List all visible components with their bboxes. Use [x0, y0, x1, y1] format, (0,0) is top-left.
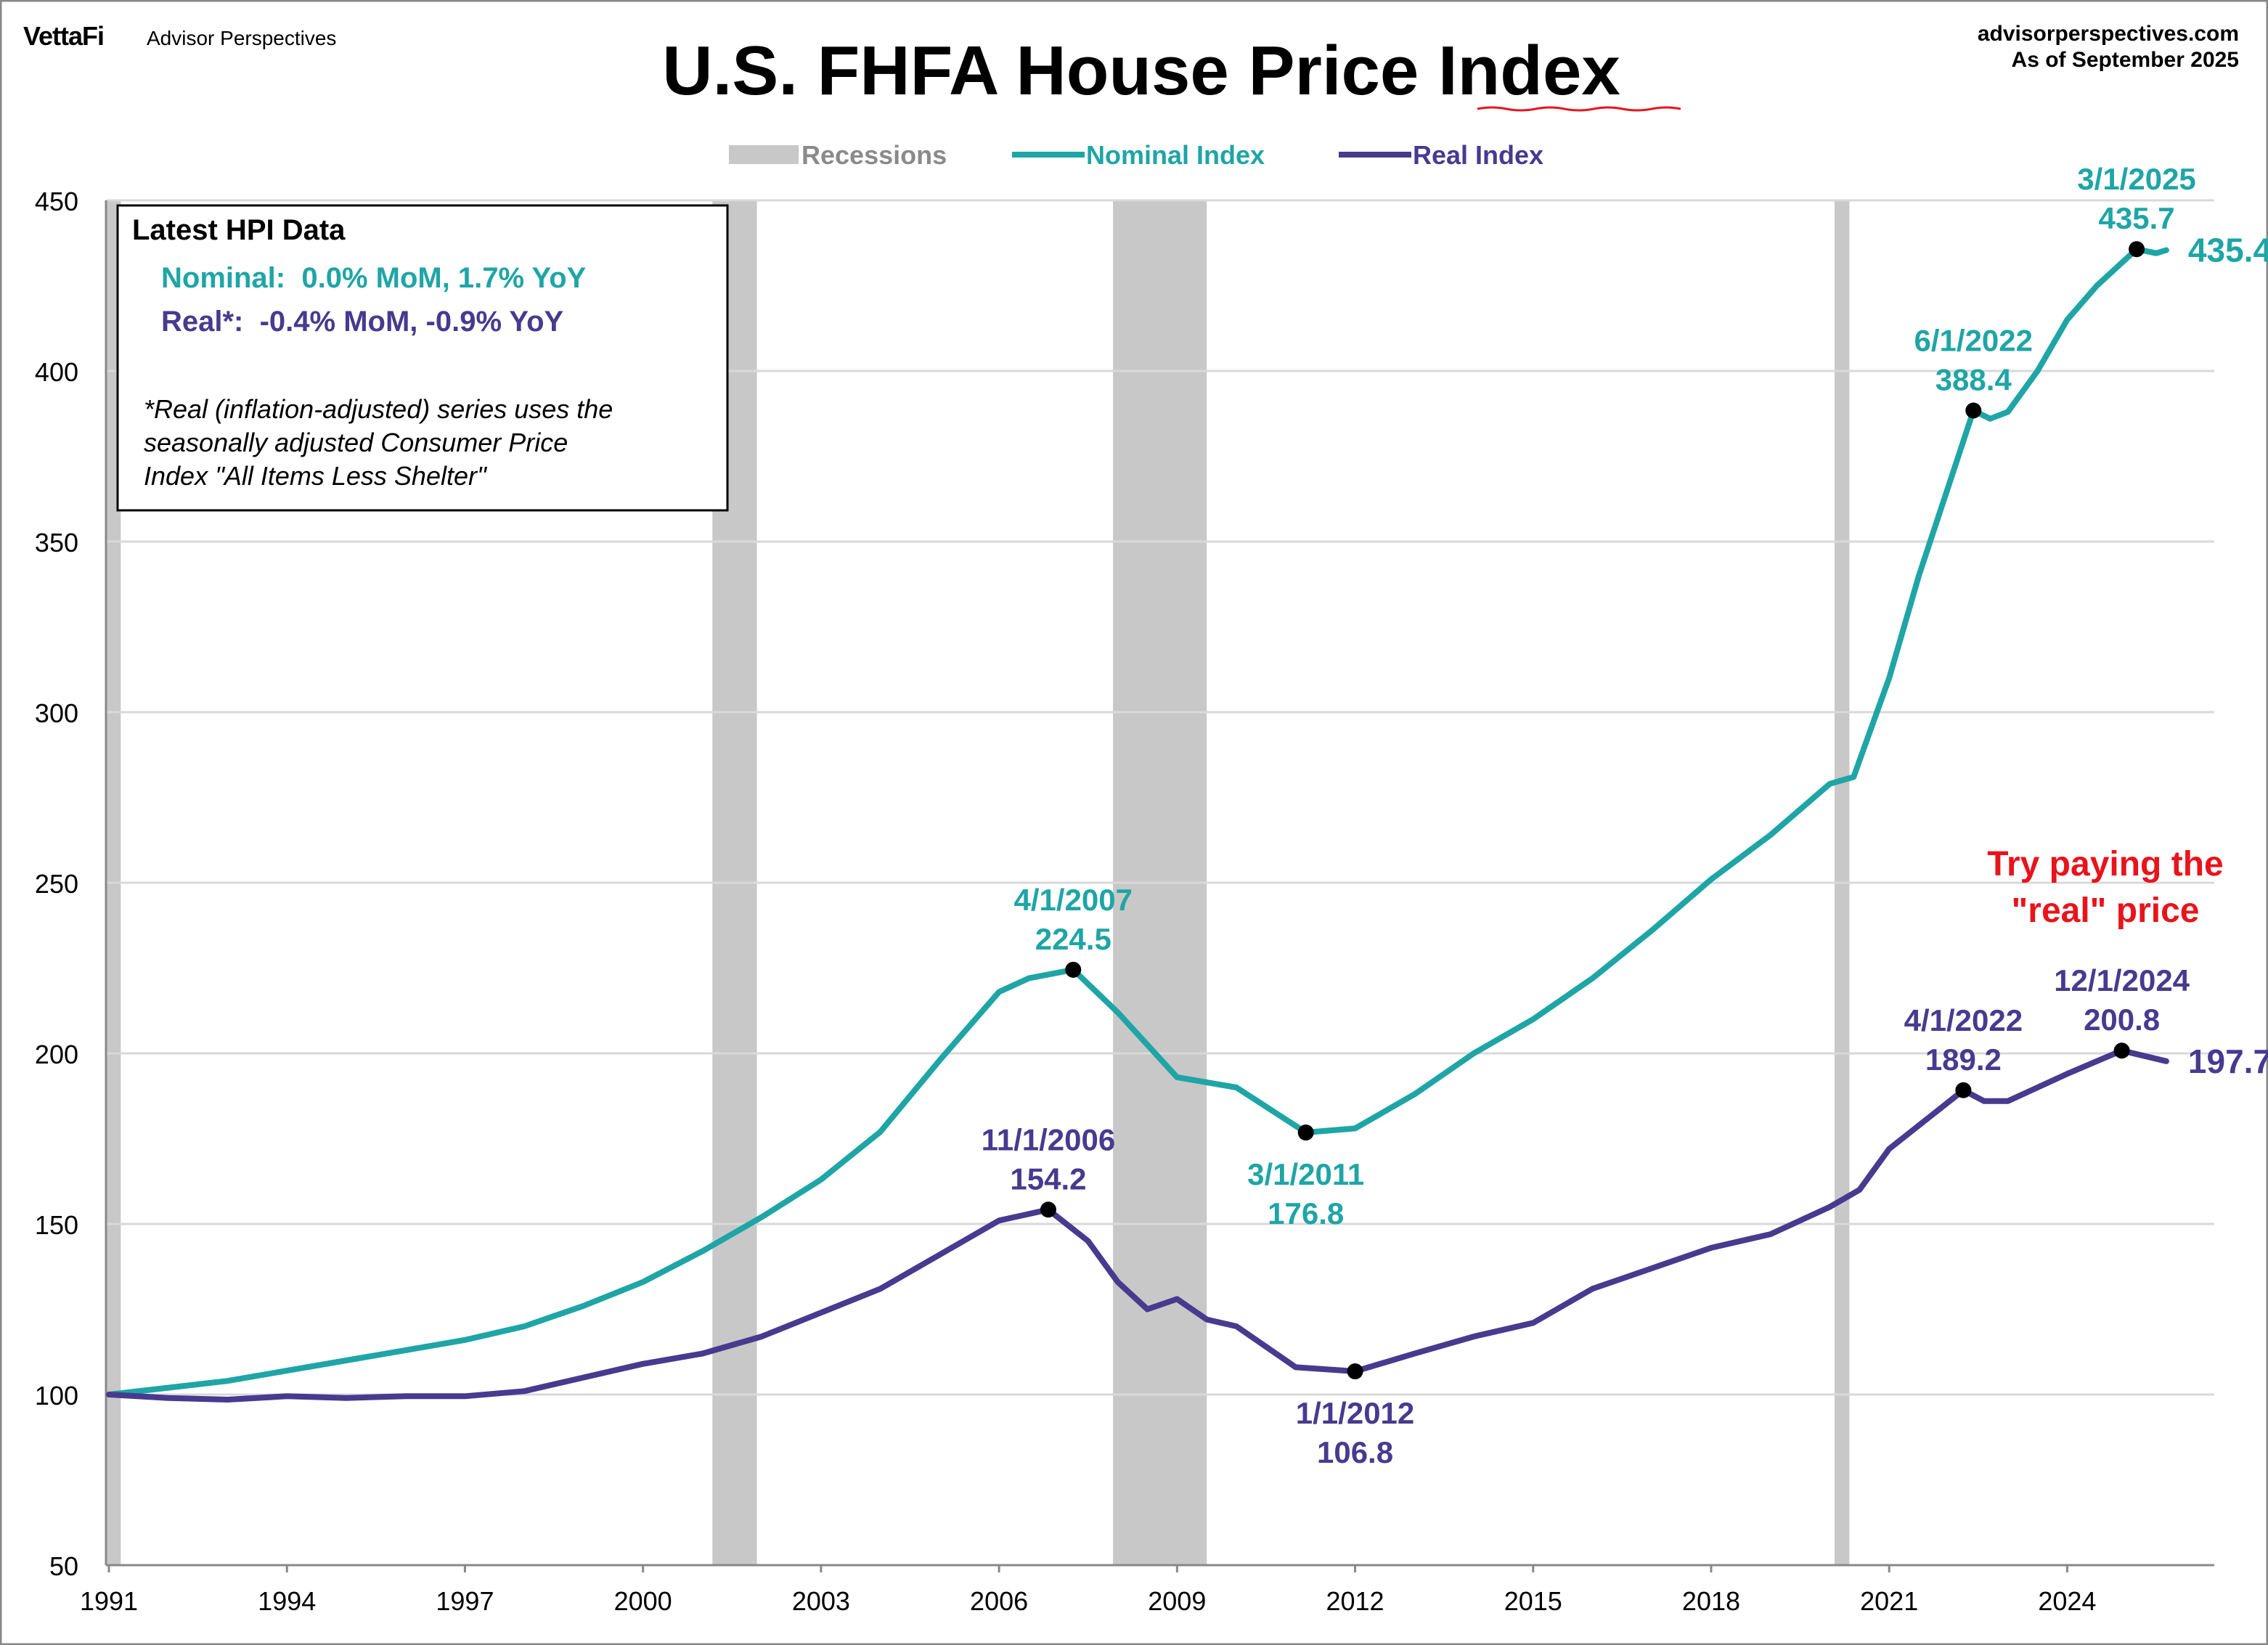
peak-marker [1065, 961, 1082, 978]
info-box: Latest HPI Data Nominal: 0.0% MoM, 1.7% … [116, 204, 729, 512]
y-tick-label: 400 [35, 357, 78, 387]
y-tick-label: 150 [35, 1210, 78, 1240]
y-tick-label: 50 [49, 1551, 78, 1581]
site-url: advisorperspectives.com [1978, 22, 2239, 46]
annotation-date: 3/1/2025 [2077, 162, 2196, 196]
real-index-line [106, 1048, 2169, 1403]
annotation-date: 12/1/2024 [2054, 963, 2190, 997]
chart-title: U.S. FHFA House Price Index [662, 32, 1620, 110]
annotation-date: 11/1/2006 [982, 1122, 1116, 1156]
y-tick-label: 350 [35, 528, 78, 558]
annotation-value: 388.4 [1935, 363, 2012, 397]
peak-marker [1347, 1363, 1363, 1380]
info-box-frame [116, 204, 729, 512]
annotation-date: 3/1/2011 [1247, 1157, 1364, 1191]
end-value-label: 197.7 [2188, 1042, 2268, 1080]
x-tick-label: 2006 [970, 1586, 1028, 1616]
info-note-line-1: *Real (inflation-adjusted) series uses t… [144, 394, 613, 424]
annotation-value: 154.2 [1010, 1162, 1086, 1196]
x-tick-label: 1994 [258, 1586, 316, 1616]
legend-real-label: Real Index [1413, 140, 1543, 170]
x-tick-label: 2024 [2038, 1586, 2096, 1616]
callout-line-2: "real" price [2012, 891, 2200, 930]
peak-marker [1965, 402, 1982, 419]
callout-line-1: Try paying the [1987, 845, 2223, 883]
annotation-value: 224.5 [1035, 922, 1111, 956]
x-tick-label: 2021 [1860, 1586, 1918, 1616]
peak-marker [1955, 1082, 1972, 1098]
peak-marker [2129, 241, 2145, 258]
annotation-value: 200.8 [2084, 1003, 2160, 1037]
annotation-value: 435.7 [2099, 201, 2175, 235]
legend-recessions-label: Recessions [801, 140, 947, 170]
annotation-value: 189.2 [1925, 1042, 2002, 1077]
brand-name: Advisor Perspectives [147, 27, 336, 49]
peak-marker [2113, 1042, 2130, 1059]
info-box-title: Latest HPI Data [132, 214, 346, 246]
annotation-date: 1/1/2012 [1296, 1396, 1415, 1430]
end-value-label: 435.4 [2188, 232, 2268, 269]
y-tick-label: 300 [35, 698, 78, 728]
legend-recessions-swatch [729, 145, 799, 164]
y-tick-label: 200 [35, 1040, 78, 1069]
axes: 50 100 150 200 250 300 350 400 450 1991 1994 1997 20… [35, 187, 2214, 1616]
as-of-date: As of September 2025 [2012, 48, 2239, 72]
annotation-date: 6/1/2022 [1914, 324, 2034, 358]
vettafi-logo: VettaFi [23, 21, 104, 51]
legend-nominal-label: Nominal Index [1086, 140, 1265, 170]
annotation-value: 176.8 [1268, 1196, 1344, 1230]
y-tick-label: 250 [35, 869, 78, 899]
x-tick-label: 2015 [1504, 1586, 1562, 1616]
info-real-line: Real*: -0.4% MoM, -0.9% YoY [161, 306, 564, 338]
info-note-line-2: seasonally adjusted Consumer Price [144, 428, 568, 457]
x-tick-label: 2009 [1148, 1586, 1206, 1616]
x-tick-label: 2003 [792, 1586, 850, 1616]
x-tick-label: 1997 [436, 1586, 494, 1616]
x-tick-label: 2000 [614, 1586, 672, 1616]
annotations: 4/1/2007 224.5 3/1/2011 176.8 6/1/2022 388.4 3… [982, 162, 2268, 1469]
y-tick-label: 450 [35, 187, 78, 216]
x-tick-label: 2012 [1326, 1586, 1384, 1616]
annotation-value: 106.8 [1317, 1435, 1393, 1469]
peak-marker [1297, 1124, 1314, 1141]
info-note-line-3: Index "All Items Less Shelter" [144, 461, 488, 491]
info-nominal-line: Nominal: 0.0% MoM, 1.7% YoY [161, 262, 587, 294]
x-tick-label: 1991 [80, 1586, 138, 1616]
peak-marker [1040, 1201, 1056, 1218]
annotation-date: 4/1/2022 [1904, 1003, 2023, 1037]
y-tick-label: 100 [35, 1381, 78, 1411]
legend: Recessions Nominal Index Real Index [729, 140, 1543, 170]
x-tick-label: 2018 [1682, 1586, 1740, 1616]
annotation-date: 4/1/2007 [1014, 883, 1133, 917]
spellcheck-underline [1477, 106, 1681, 112]
